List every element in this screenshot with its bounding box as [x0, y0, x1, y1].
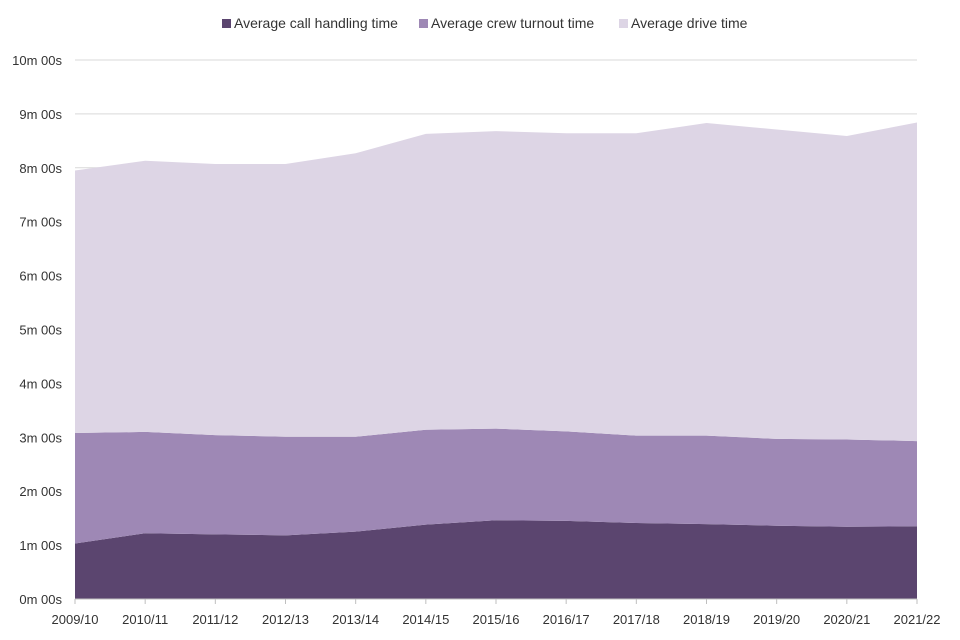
- area-average-crew-turnout-time: [75, 428, 917, 544]
- chart-legend: Average call handling time Average crew t…: [222, 15, 748, 31]
- x-tick-label: 2021/22: [894, 612, 941, 627]
- legend-item: Average crew turnout time: [419, 15, 594, 31]
- y-tick-label: 0m 00s: [19, 592, 62, 607]
- legend-swatch: [619, 19, 628, 28]
- legend-label: Average call handling time: [234, 15, 398, 31]
- legend-item: Average call handling time: [222, 15, 398, 31]
- x-tick-label: 2016/17: [543, 612, 590, 627]
- x-tick-label: 2014/15: [402, 612, 449, 627]
- y-tick-label: 6m 00s: [19, 269, 62, 284]
- x-tick-label: 2010/11: [122, 612, 168, 627]
- x-tick-label: 2015/16: [473, 612, 520, 627]
- y-tick-label: 1m 00s: [19, 538, 62, 553]
- x-tick-label: 2018/19: [683, 612, 730, 627]
- axes: [74, 598, 918, 604]
- y-axis-ticks: 0m 00s 1m 00s 2m 00s 3m 00s 4m 00s 5m 00s 6m 0…: [12, 53, 62, 607]
- legend-swatch: [222, 19, 231, 28]
- area-average-drive-time: [75, 122, 917, 442]
- x-tick-label: 2020/21: [823, 612, 870, 627]
- x-tick-label: 2013/14: [332, 612, 379, 627]
- y-tick-label: 8m 00s: [19, 161, 62, 176]
- y-tick-label: 9m 00s: [19, 107, 62, 122]
- x-tick-label: 2011/12: [192, 612, 238, 627]
- y-tick-label: 4m 00s: [19, 376, 62, 391]
- legend-label: Average crew turnout time: [431, 15, 594, 31]
- area-average-call-handling-time: [75, 520, 917, 599]
- legend-item: Average drive time: [619, 15, 748, 31]
- y-tick-label: 7m 00s: [19, 215, 62, 230]
- x-tick-label: 2012/13: [262, 612, 309, 627]
- x-tick-label: 2009/10: [52, 612, 99, 627]
- y-tick-label: 2m 00s: [19, 484, 62, 499]
- x-tick-label: 2019/20: [753, 612, 800, 627]
- legend-label: Average drive time: [631, 15, 748, 31]
- x-tick-label: 2017/18: [613, 612, 660, 627]
- y-tick-label: 10m 00s: [12, 53, 62, 68]
- y-tick-label: 3m 00s: [19, 430, 62, 445]
- y-tick-label: 5m 00s: [19, 323, 62, 338]
- legend-swatch: [419, 19, 428, 28]
- area-series-group: [75, 122, 917, 599]
- x-axis-ticks: 2009/10 2010/11 2011/12 2012/13 2013/14 2014/…: [52, 612, 941, 627]
